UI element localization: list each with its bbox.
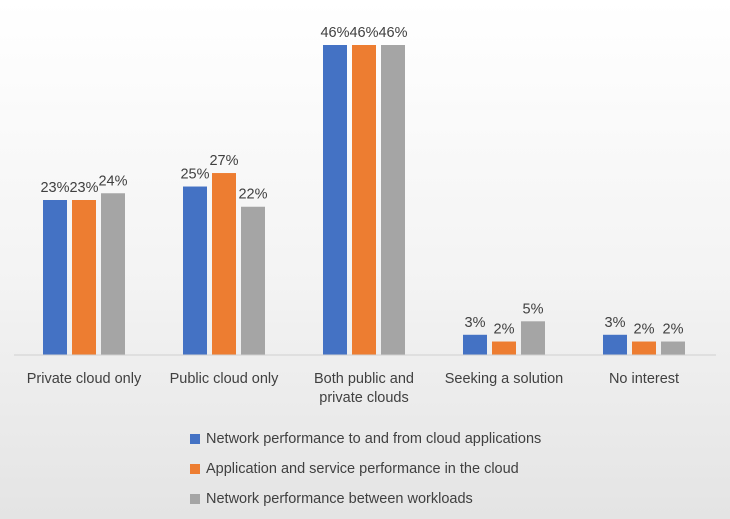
bars-group (43, 45, 685, 355)
legend: Network performance to and from cloud ap… (190, 424, 541, 514)
bar (323, 45, 347, 355)
data-label: 27% (209, 153, 238, 169)
bar (632, 341, 656, 355)
data-label: 23% (69, 180, 98, 196)
bar (241, 206, 265, 355)
category-label: private clouds (319, 390, 408, 406)
bar (603, 334, 627, 355)
data-label: 46% (320, 25, 349, 41)
data-label: 5% (523, 301, 544, 317)
bar (352, 45, 376, 355)
legend-item: Network performance to and from cloud ap… (190, 424, 541, 454)
data-label: 2% (494, 322, 515, 338)
data-label: 24% (98, 173, 127, 189)
legend-swatch (190, 494, 200, 504)
category-labels-group: Private cloud only Public cloud only Both … (27, 371, 679, 406)
data-label: 2% (634, 322, 655, 338)
bar (492, 341, 516, 355)
data-label: 46% (349, 25, 378, 41)
bar (212, 173, 236, 355)
category-label: Both public and (314, 371, 414, 387)
category-label: Seeking a solution (445, 371, 564, 387)
bar (101, 193, 125, 355)
data-label: 3% (605, 315, 626, 331)
legend-item: Network performance between workloads (190, 484, 541, 514)
data-label: 22% (238, 187, 267, 203)
data-label: 3% (465, 315, 486, 331)
category-label: No interest (609, 371, 679, 387)
data-labels-group: 23% 23% 24% 25%27%22%46% 46% 46%3% 2%5%3% 2% 2% (40, 25, 683, 338)
bar (521, 321, 545, 355)
bar (463, 334, 487, 355)
legend-swatch (190, 464, 200, 474)
data-label: 25% (180, 167, 209, 183)
bar (72, 200, 96, 355)
category-label: Private cloud only (27, 371, 142, 387)
bar (381, 45, 405, 355)
legend-swatch (190, 434, 200, 444)
bar (183, 186, 207, 355)
legend-label: Application and service performance in t… (206, 461, 519, 477)
legend-item: Application and service performance in t… (190, 454, 541, 484)
legend-label: Network performance between workloads (206, 491, 473, 507)
bar (661, 341, 685, 355)
data-label: 23% (40, 180, 69, 196)
data-label: 2% (663, 322, 684, 338)
data-label: 46% (378, 25, 407, 41)
legend-label: Network performance to and from cloud ap… (206, 431, 542, 447)
bar (43, 200, 67, 355)
category-label: Public cloud only (170, 371, 280, 387)
